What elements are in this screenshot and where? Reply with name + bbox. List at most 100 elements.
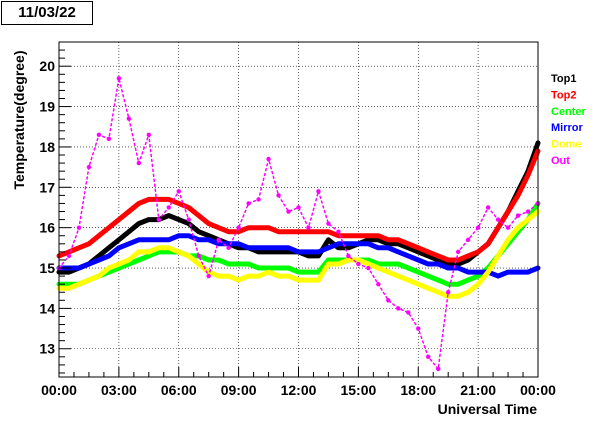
data-point	[406, 266, 410, 270]
data-point	[455, 249, 461, 255]
data-point	[107, 266, 111, 270]
axis-ticks	[58, 41, 539, 377]
y-axis-title: Temperature(degree)	[11, 50, 27, 189]
data-point	[227, 262, 231, 266]
data-point	[446, 266, 450, 270]
data-point	[466, 290, 470, 294]
data-point	[316, 270, 320, 274]
data-point	[406, 310, 411, 315]
data-point	[366, 238, 370, 242]
data-point	[207, 238, 211, 242]
data-point	[257, 246, 261, 250]
data-point	[326, 258, 330, 262]
data-point	[277, 246, 281, 250]
data-point	[137, 238, 141, 242]
data-point	[67, 270, 71, 274]
data-point	[177, 250, 181, 254]
data-point	[306, 278, 310, 282]
data-point	[336, 258, 340, 262]
data-point	[495, 217, 501, 222]
data-point	[196, 253, 201, 259]
data-point	[426, 274, 430, 278]
data-point	[506, 238, 510, 242]
data-point	[476, 270, 480, 274]
data-point	[356, 261, 361, 267]
data-point	[137, 258, 141, 262]
data-point	[366, 265, 371, 271]
data-point	[456, 266, 460, 270]
data-point	[516, 193, 520, 197]
data-point	[227, 274, 231, 278]
legend-entry-dome: Dome	[551, 139, 582, 151]
data-point	[346, 258, 350, 262]
data-point	[197, 214, 201, 218]
data-point	[516, 226, 520, 230]
data-point	[326, 221, 331, 226]
data-point	[206, 273, 211, 279]
data-point	[157, 238, 161, 242]
x-tick-label: 18:00	[400, 382, 436, 398]
data-point	[336, 229, 341, 234]
data-point	[386, 242, 390, 246]
data-point	[406, 242, 410, 246]
data-point	[466, 258, 470, 262]
data-point	[465, 237, 471, 242]
data-point	[187, 234, 191, 238]
data-point	[107, 254, 111, 258]
data-point	[287, 250, 291, 254]
data-point	[445, 290, 451, 295]
data-point	[87, 278, 91, 282]
data-point	[257, 226, 261, 230]
legend-entry-top2: Top2	[551, 89, 576, 101]
data-point	[316, 189, 321, 194]
data-point	[366, 242, 370, 246]
data-point	[237, 230, 241, 234]
data-point	[326, 262, 330, 266]
data-point	[316, 278, 320, 282]
data-point	[87, 242, 91, 246]
data-point	[326, 246, 330, 250]
data-point	[376, 238, 380, 242]
data-point	[306, 254, 310, 258]
data-point	[167, 214, 171, 218]
data-point	[356, 258, 360, 262]
data-point	[366, 234, 370, 238]
data-point	[117, 266, 121, 270]
data-point	[157, 246, 161, 250]
data-point	[207, 258, 211, 262]
data-point	[376, 246, 380, 250]
data-point	[297, 250, 300, 254]
data-point	[306, 230, 310, 234]
data-point	[147, 238, 151, 242]
data-point	[157, 250, 161, 254]
data-point	[476, 282, 480, 286]
legend-entry-center: Center	[551, 106, 587, 118]
data-point	[406, 278, 410, 282]
data-point	[475, 225, 481, 230]
data-point	[226, 245, 231, 251]
data-point	[416, 270, 420, 274]
data-point	[356, 234, 360, 238]
data-point	[416, 246, 420, 250]
data-point	[316, 250, 320, 254]
data-point	[256, 197, 261, 202]
data-point	[236, 225, 241, 230]
data-point	[67, 286, 71, 290]
data-point	[146, 132, 152, 138]
data-point	[386, 298, 391, 303]
data-point	[267, 226, 271, 230]
data-point	[306, 225, 311, 230]
data-point	[67, 250, 71, 254]
data-point	[126, 116, 132, 121]
data-point	[376, 266, 380, 270]
data-point	[267, 246, 271, 250]
data-point	[436, 262, 440, 266]
data-point	[466, 270, 470, 274]
data-point	[276, 193, 281, 198]
data-point	[197, 262, 201, 266]
series-line	[58, 77, 539, 370]
data-point	[197, 238, 201, 242]
data-point	[426, 254, 430, 258]
data-point	[117, 218, 121, 222]
data-point	[336, 246, 340, 250]
